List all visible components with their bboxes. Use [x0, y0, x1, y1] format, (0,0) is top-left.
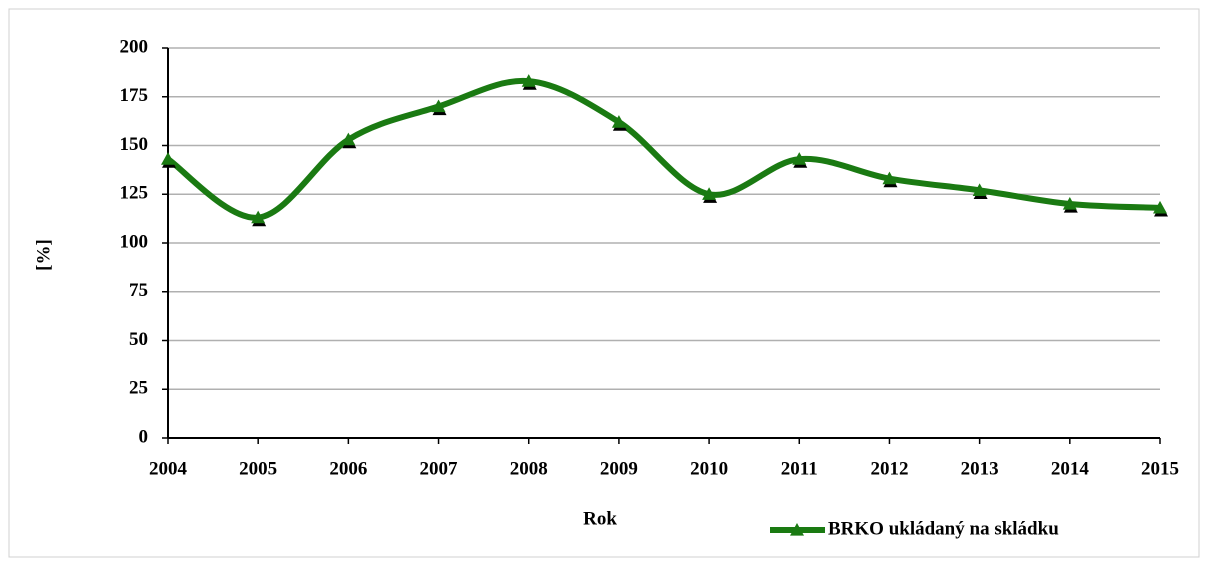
- marker-shape: [972, 183, 987, 196]
- y-tick-label: 150: [120, 134, 149, 155]
- y-tick-label: 125: [120, 183, 149, 204]
- marker-shape: [1153, 200, 1167, 214]
- marker: [1062, 197, 1078, 213]
- x-tick-label: 2010: [690, 458, 728, 479]
- marker: [792, 152, 808, 168]
- x-tick-label: 2012: [870, 458, 908, 479]
- y-tick-label: 175: [120, 85, 149, 106]
- marker-shape: [702, 187, 717, 200]
- marker: [1153, 200, 1168, 217]
- marker: [521, 74, 537, 90]
- y-tick-label: 25: [129, 378, 148, 399]
- x-tick-label: 2005: [239, 458, 277, 479]
- y-tick-label: 50: [129, 329, 148, 350]
- marker-shape: [882, 171, 897, 185]
- marker: [341, 132, 357, 149]
- marker-shape: [341, 132, 356, 146]
- marker-shape: [1062, 197, 1077, 210]
- marker-shape: [431, 99, 446, 113]
- legend-label: BRKO ukládaný na skládku: [828, 518, 1059, 539]
- x-tick-label: 2014: [1051, 458, 1090, 479]
- y-tick-label: 0: [139, 426, 149, 447]
- marker: [251, 210, 267, 227]
- x-tick-label: 2006: [329, 458, 367, 479]
- marker: [972, 183, 988, 199]
- y-tick-label: 200: [120, 36, 149, 57]
- marker-shape: [792, 152, 807, 165]
- x-tick-label: 2008: [510, 458, 548, 479]
- y-tick-label: 100: [120, 231, 149, 252]
- chart-frame: [8, 8, 1200, 558]
- marker-shape: [521, 74, 536, 87]
- marker: [882, 171, 898, 188]
- marker: [702, 187, 718, 203]
- x-axis-label: Rok: [583, 508, 617, 529]
- x-tick-label: 2011: [781, 458, 818, 479]
- marker: [161, 152, 176, 168]
- y-tick-label: 75: [129, 280, 148, 301]
- marker-shape: [251, 210, 266, 224]
- x-tick-label: 2015: [1141, 458, 1179, 479]
- legend-marker: [790, 523, 804, 536]
- marker: [611, 115, 627, 131]
- marker-shape: [161, 152, 175, 165]
- marker: [431, 99, 447, 116]
- y-axis-label: [%]: [33, 239, 54, 271]
- x-tick-label: 2013: [961, 458, 999, 479]
- x-tick-label: 2007: [420, 458, 459, 479]
- marker-shape: [611, 115, 626, 128]
- x-tick-label: 2004: [149, 458, 188, 479]
- x-tick-label: 2009: [600, 458, 638, 479]
